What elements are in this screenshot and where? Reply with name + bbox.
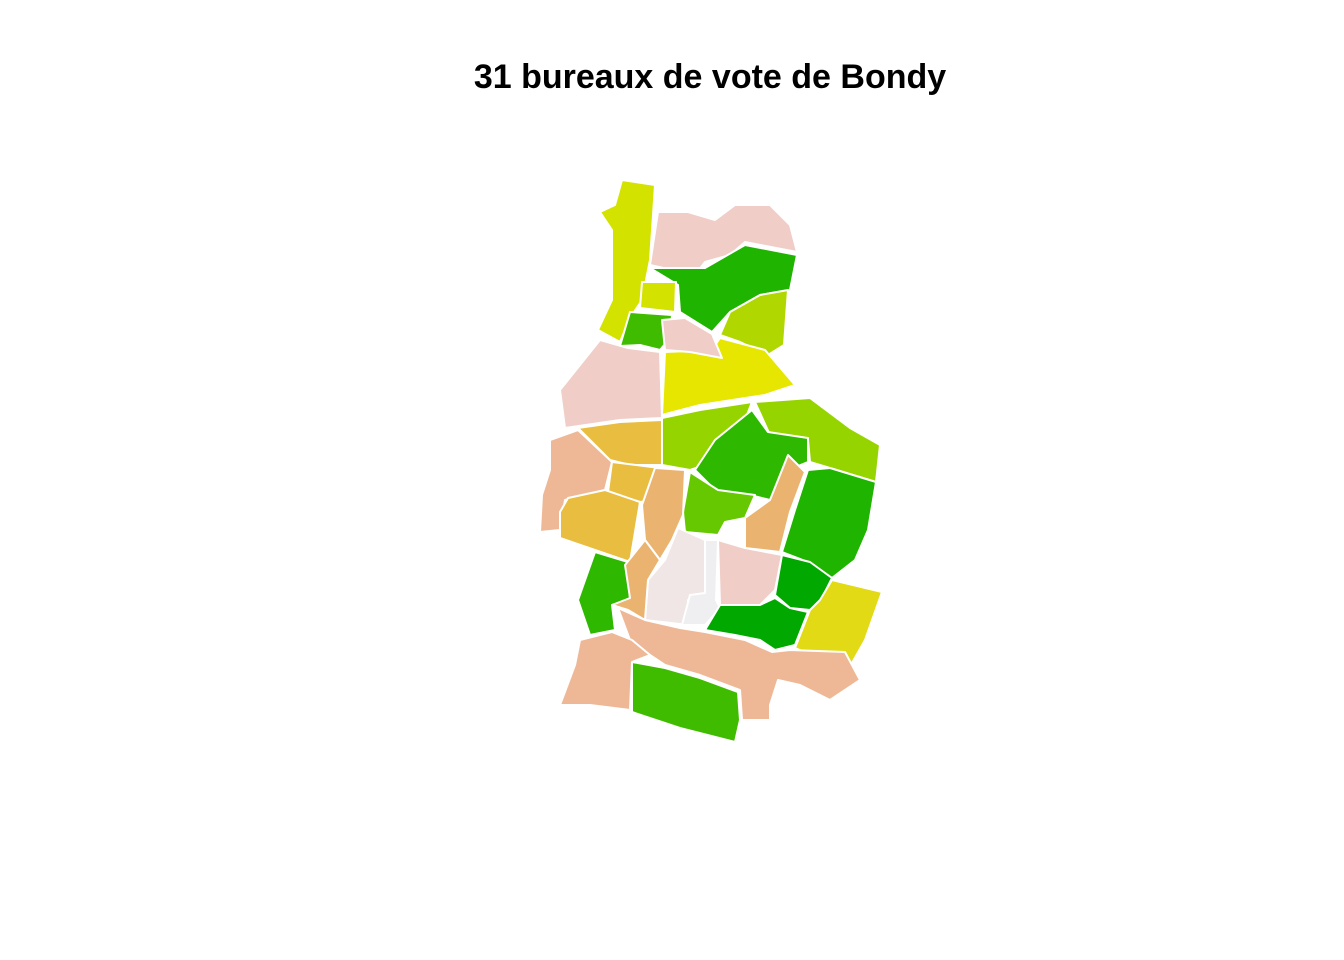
district-bv-05[interactable] [639,281,677,313]
district-bv-29[interactable] [617,607,861,721]
district-bv-17[interactable] [682,471,756,536]
district-bv-21[interactable] [577,551,631,636]
map-title: 31 bureaux de vote de Bondy [473,58,947,96]
district-bv-23[interactable] [681,539,721,626]
district-bv-18[interactable] [744,454,806,553]
district-bv-09[interactable] [661,317,723,359]
district-bv-27[interactable] [704,597,809,651]
district-bv-31[interactable] [559,631,651,711]
district-bv-30[interactable] [631,661,741,743]
district-bv-15[interactable] [559,489,641,563]
district-bv-20[interactable] [641,467,686,561]
district-bv-07[interactable] [559,339,663,429]
